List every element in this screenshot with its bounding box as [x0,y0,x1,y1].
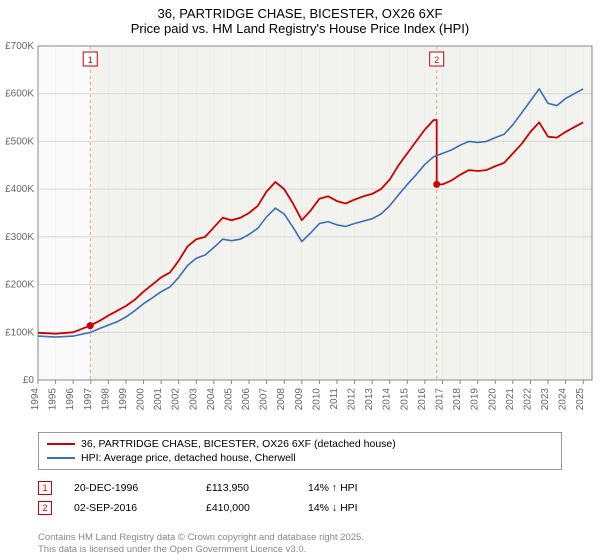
svg-text:2019: 2019 [470,388,481,411]
transaction-price: £410,000 [206,502,286,514]
svg-text:2014: 2014 [382,388,393,411]
footer-line1: Contains HM Land Registry data © Crown c… [38,532,364,544]
svg-text:2004: 2004 [206,388,217,411]
svg-text:2011: 2011 [329,388,340,410]
legend-label: 36, PARTRIDGE CHASE, BICESTER, OX26 6XF … [81,438,396,450]
transaction-table: 1 20-DEC-1996 £113,950 14% ↑ HPI 2 02-SE… [38,478,398,518]
svg-text:£100K: £100K [5,327,34,338]
svg-text:2018: 2018 [452,388,463,411]
svg-text:1995: 1995 [48,388,59,411]
chart-container: £0 £100K £200K £300K £400K £500K £600K £700K 199… [0,38,600,428]
transaction-price: £113,950 [206,482,286,494]
transaction-marker-icon: 1 [38,481,52,495]
svg-text:£600K: £600K [5,89,34,100]
svg-text:1: 1 [88,55,93,65]
legend-swatch [47,443,75,445]
transaction-row: 2 02-SEP-2016 £410,000 14% ↓ HPI [38,498,398,518]
footer-attribution: Contains HM Land Registry data © Crown c… [38,532,364,556]
svg-text:£300K: £300K [5,232,34,243]
line-chart: £0 £100K £200K £300K £400K £500K £600K £700K 199… [0,38,600,428]
svg-text:2020: 2020 [487,388,498,411]
svg-text:2023: 2023 [540,388,551,411]
svg-text:2003: 2003 [188,388,199,411]
legend-label: HPI: Average price, detached house, Cher… [81,452,296,464]
svg-text:2: 2 [434,55,439,65]
chart-title-block: 36, PARTRIDGE CHASE, BICESTER, OX26 6XF … [0,0,600,38]
transaction-date: 20-DEC-1996 [74,482,184,494]
svg-text:£700K: £700K [5,41,34,52]
svg-text:2007: 2007 [259,388,270,411]
svg-text:£200K: £200K [5,280,34,291]
legend-swatch [47,457,75,459]
svg-text:2021: 2021 [505,388,516,411]
legend: 36, PARTRIDGE CHASE, BICESTER, OX26 6XF … [38,432,562,470]
svg-text:2022: 2022 [522,388,533,411]
svg-text:2001: 2001 [153,388,164,411]
svg-text:£0: £0 [23,375,35,386]
footer-line2: This data is licensed under the Open Gov… [38,544,364,556]
svg-text:2000: 2000 [136,388,147,411]
svg-text:2017: 2017 [435,388,446,411]
svg-text:1997: 1997 [83,388,94,411]
transaction-marker-icon: 2 [38,501,52,515]
legend-item: 36, PARTRIDGE CHASE, BICESTER, OX26 6XF … [47,437,553,451]
svg-text:2024: 2024 [558,388,569,411]
svg-text:2010: 2010 [311,388,322,411]
svg-text:1999: 1999 [118,388,129,411]
svg-text:1998: 1998 [100,388,111,411]
transaction-hpi: 14% ↑ HPI [308,482,398,494]
svg-text:£500K: £500K [5,136,34,147]
title-line1: 36, PARTRIDGE CHASE, BICESTER, OX26 6XF [0,6,600,21]
legend-item: HPI: Average price, detached house, Cher… [47,451,553,465]
svg-text:£400K: £400K [5,184,34,195]
svg-text:2009: 2009 [294,388,305,411]
svg-text:2002: 2002 [171,388,182,411]
svg-text:1996: 1996 [65,388,76,411]
svg-text:2005: 2005 [223,388,234,411]
svg-text:2013: 2013 [364,388,375,411]
svg-text:2012: 2012 [347,388,358,411]
transaction-date: 02-SEP-2016 [74,502,184,514]
svg-text:2025: 2025 [575,388,586,411]
svg-text:2006: 2006 [241,388,252,411]
svg-text:1994: 1994 [30,388,41,411]
title-line2: Price paid vs. HM Land Registry's House … [0,21,600,36]
transaction-row: 1 20-DEC-1996 £113,950 14% ↑ HPI [38,478,398,498]
svg-text:2016: 2016 [417,388,428,411]
svg-text:2015: 2015 [399,388,410,411]
transaction-hpi: 14% ↓ HPI [308,502,398,514]
svg-text:2008: 2008 [276,388,287,411]
